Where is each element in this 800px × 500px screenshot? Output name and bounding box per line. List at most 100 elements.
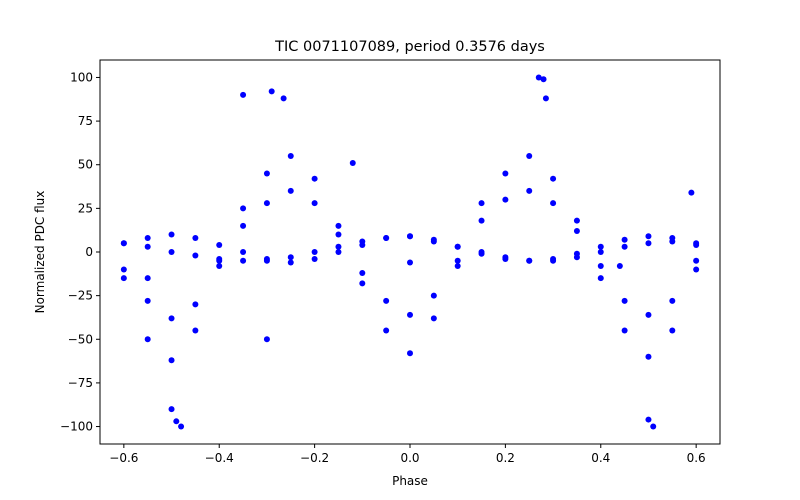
- data-point: [407, 233, 413, 240]
- data-point: [645, 416, 652, 423]
- data-point: [240, 205, 247, 212]
- data-point: [616, 262, 623, 269]
- data-point: [573, 217, 580, 224]
- x-tick-label: −0.2: [300, 451, 329, 465]
- data-point: [263, 170, 270, 177]
- y-tick-label: 100: [70, 70, 93, 84]
- point-series-1: [120, 153, 700, 364]
- data-point: [645, 240, 652, 247]
- plot-frame: [99, 59, 721, 445]
- data-point: [621, 297, 628, 304]
- data-point: [335, 243, 342, 250]
- y-tick-label: 75: [78, 114, 93, 128]
- data-point: [240, 222, 247, 229]
- data-point: [168, 315, 175, 322]
- data-point: [502, 170, 509, 177]
- data-point: [645, 233, 652, 240]
- data-point: [693, 240, 700, 247]
- data-point: [359, 238, 366, 245]
- data-point: [144, 297, 151, 304]
- y-tick-label: 25: [78, 201, 93, 215]
- data-point: [621, 243, 628, 250]
- x-tick-label: −0.6: [109, 451, 138, 465]
- point-series-4: [120, 233, 700, 264]
- data-point: [192, 301, 199, 308]
- data-point: [645, 353, 652, 360]
- data-point: [263, 257, 270, 264]
- data-point: [173, 418, 180, 425]
- data-point: [240, 249, 247, 255]
- point-series-2: [120, 187, 700, 322]
- data-point: [621, 236, 628, 243]
- data-point: [216, 255, 223, 262]
- data-point: [526, 153, 533, 159]
- data-point: [693, 266, 700, 273]
- data-point: [168, 249, 175, 255]
- data-point: [120, 240, 127, 247]
- data-point: [526, 257, 533, 264]
- data-point: [597, 275, 604, 282]
- data-point: [688, 189, 695, 196]
- data-point: [502, 254, 509, 261]
- data-point: [383, 235, 390, 242]
- data-point: [192, 252, 199, 259]
- y-tick-label: −100: [60, 420, 93, 434]
- data-point: [311, 175, 318, 182]
- y-axis-title: Normalized PDC flux: [33, 191, 47, 314]
- data-point: [407, 311, 413, 318]
- y-tick-label: −75: [68, 376, 93, 390]
- data-point: [478, 249, 485, 255]
- x-tick-label: 0.6: [687, 451, 706, 465]
- data-point: [311, 200, 318, 207]
- data-point: [120, 266, 127, 273]
- data-point: [597, 249, 604, 255]
- data-point: [287, 153, 294, 159]
- data-point: [168, 231, 175, 238]
- data-point: [192, 327, 199, 334]
- data-point: [693, 257, 700, 264]
- data-point: [454, 243, 461, 250]
- data-point: [669, 327, 676, 334]
- data-point: [621, 327, 628, 334]
- y-tick-label: −50: [68, 332, 93, 346]
- data-point: [335, 222, 342, 229]
- data-points: [120, 74, 700, 430]
- data-point: [502, 196, 509, 203]
- y-tick-label: 0: [85, 245, 93, 259]
- data-point: [240, 91, 247, 98]
- data-point: [535, 74, 542, 81]
- x-tick-label: 0.4: [591, 451, 610, 465]
- data-point: [311, 255, 318, 262]
- data-point: [573, 254, 580, 261]
- chart-title: TIC 0071107089, period 0.3576 days: [274, 39, 545, 55]
- data-point: [268, 88, 275, 95]
- data-point: [669, 297, 676, 304]
- data-point: [478, 217, 485, 224]
- data-point: [478, 200, 485, 207]
- data-point: [430, 238, 437, 245]
- data-point: [454, 262, 461, 269]
- data-point: [263, 200, 270, 207]
- data-point: [120, 275, 127, 282]
- data-point: [168, 406, 175, 413]
- data-point: [144, 235, 151, 242]
- x-axis: −0.6 −0.4 −0.2 0.0 0.2 0.4 0.6: [109, 444, 706, 465]
- data-point: [550, 175, 557, 182]
- data-point: [144, 336, 151, 343]
- data-point: [407, 259, 413, 266]
- data-point: [311, 249, 318, 255]
- data-point: [645, 311, 652, 318]
- data-point: [542, 95, 549, 102]
- data-point: [454, 257, 461, 264]
- data-point: [359, 280, 366, 287]
- y-tick-label: −25: [68, 289, 93, 303]
- data-point: [178, 423, 185, 430]
- data-point: [383, 297, 390, 304]
- data-point: [550, 200, 557, 207]
- data-point: [650, 423, 657, 430]
- data-point: [669, 238, 676, 245]
- data-point: [597, 262, 604, 269]
- data-point: [240, 257, 247, 264]
- y-axis: −100 −75 −50 −25 0 25 50 75 100: [60, 70, 100, 434]
